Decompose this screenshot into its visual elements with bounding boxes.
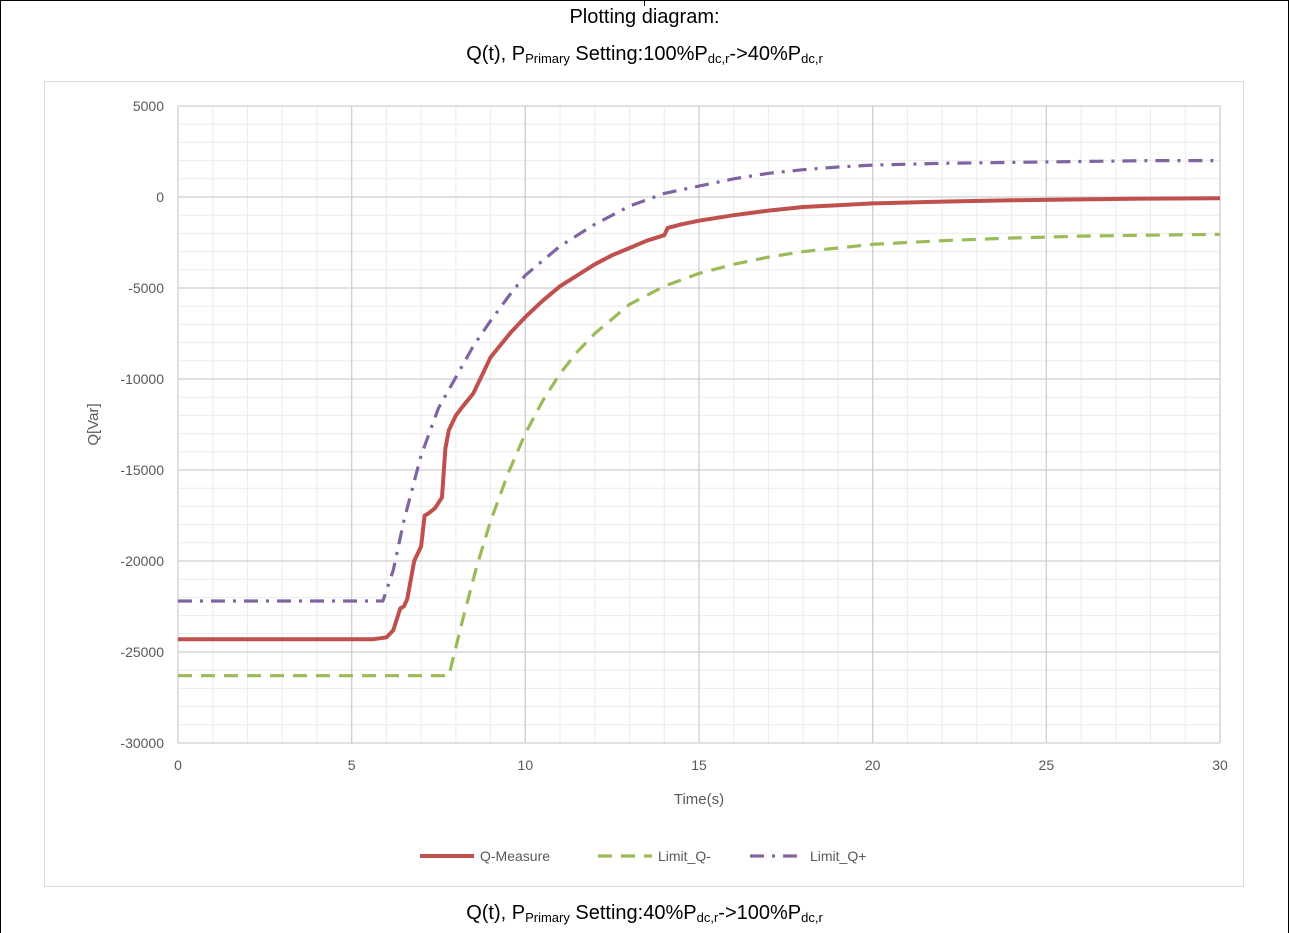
chart-title: Q(t), PPrimary Setting:100%Pdc,r->40%Pdc… [466,43,823,66]
x-tick-label: 0 [174,757,182,773]
y-tick-label: 0 [156,189,164,205]
series-line-limit-q- [178,232,1221,678]
y-tick-label: -5000 [128,280,164,296]
table-column-divider [644,0,645,6]
x-tick-label: 20 [865,757,881,773]
x-tick-label: 15 [691,757,707,773]
x-tick-label: 5 [348,757,356,773]
series-line-q-measure [178,196,1221,642]
legend-label: Limit_Q+ [810,848,866,864]
x-tick-label: 10 [518,757,534,773]
plotting-diagram-heading: Plotting diagram: [569,6,720,28]
chart-area: 5000 0 -5000 -10000 -15000 -20000 -25000 -30000… [44,81,1244,887]
x-tick-label: 30 [1212,757,1228,773]
series-line-limit-q- [178,158,1220,603]
y-tick-label: -20000 [120,553,164,569]
figure-caption: Q(t), PPrimary Setting:40%Pdc,r->100%Pdc… [466,902,823,925]
x-axis-title: Time(s) [674,791,724,808]
y-tick-label: -10000 [120,371,164,387]
y-tick-label: 5000 [133,98,164,114]
y-tick-label: -25000 [120,644,164,660]
y-axis-title: Q[Var] [85,403,102,445]
x-tick-label: 25 [1039,757,1055,773]
y-tick-label: -15000 [120,462,164,478]
legend-label: Limit_Q- [658,848,711,864]
y-tick-label: -30000 [120,735,164,751]
legend-label: Q-Measure [480,848,550,864]
